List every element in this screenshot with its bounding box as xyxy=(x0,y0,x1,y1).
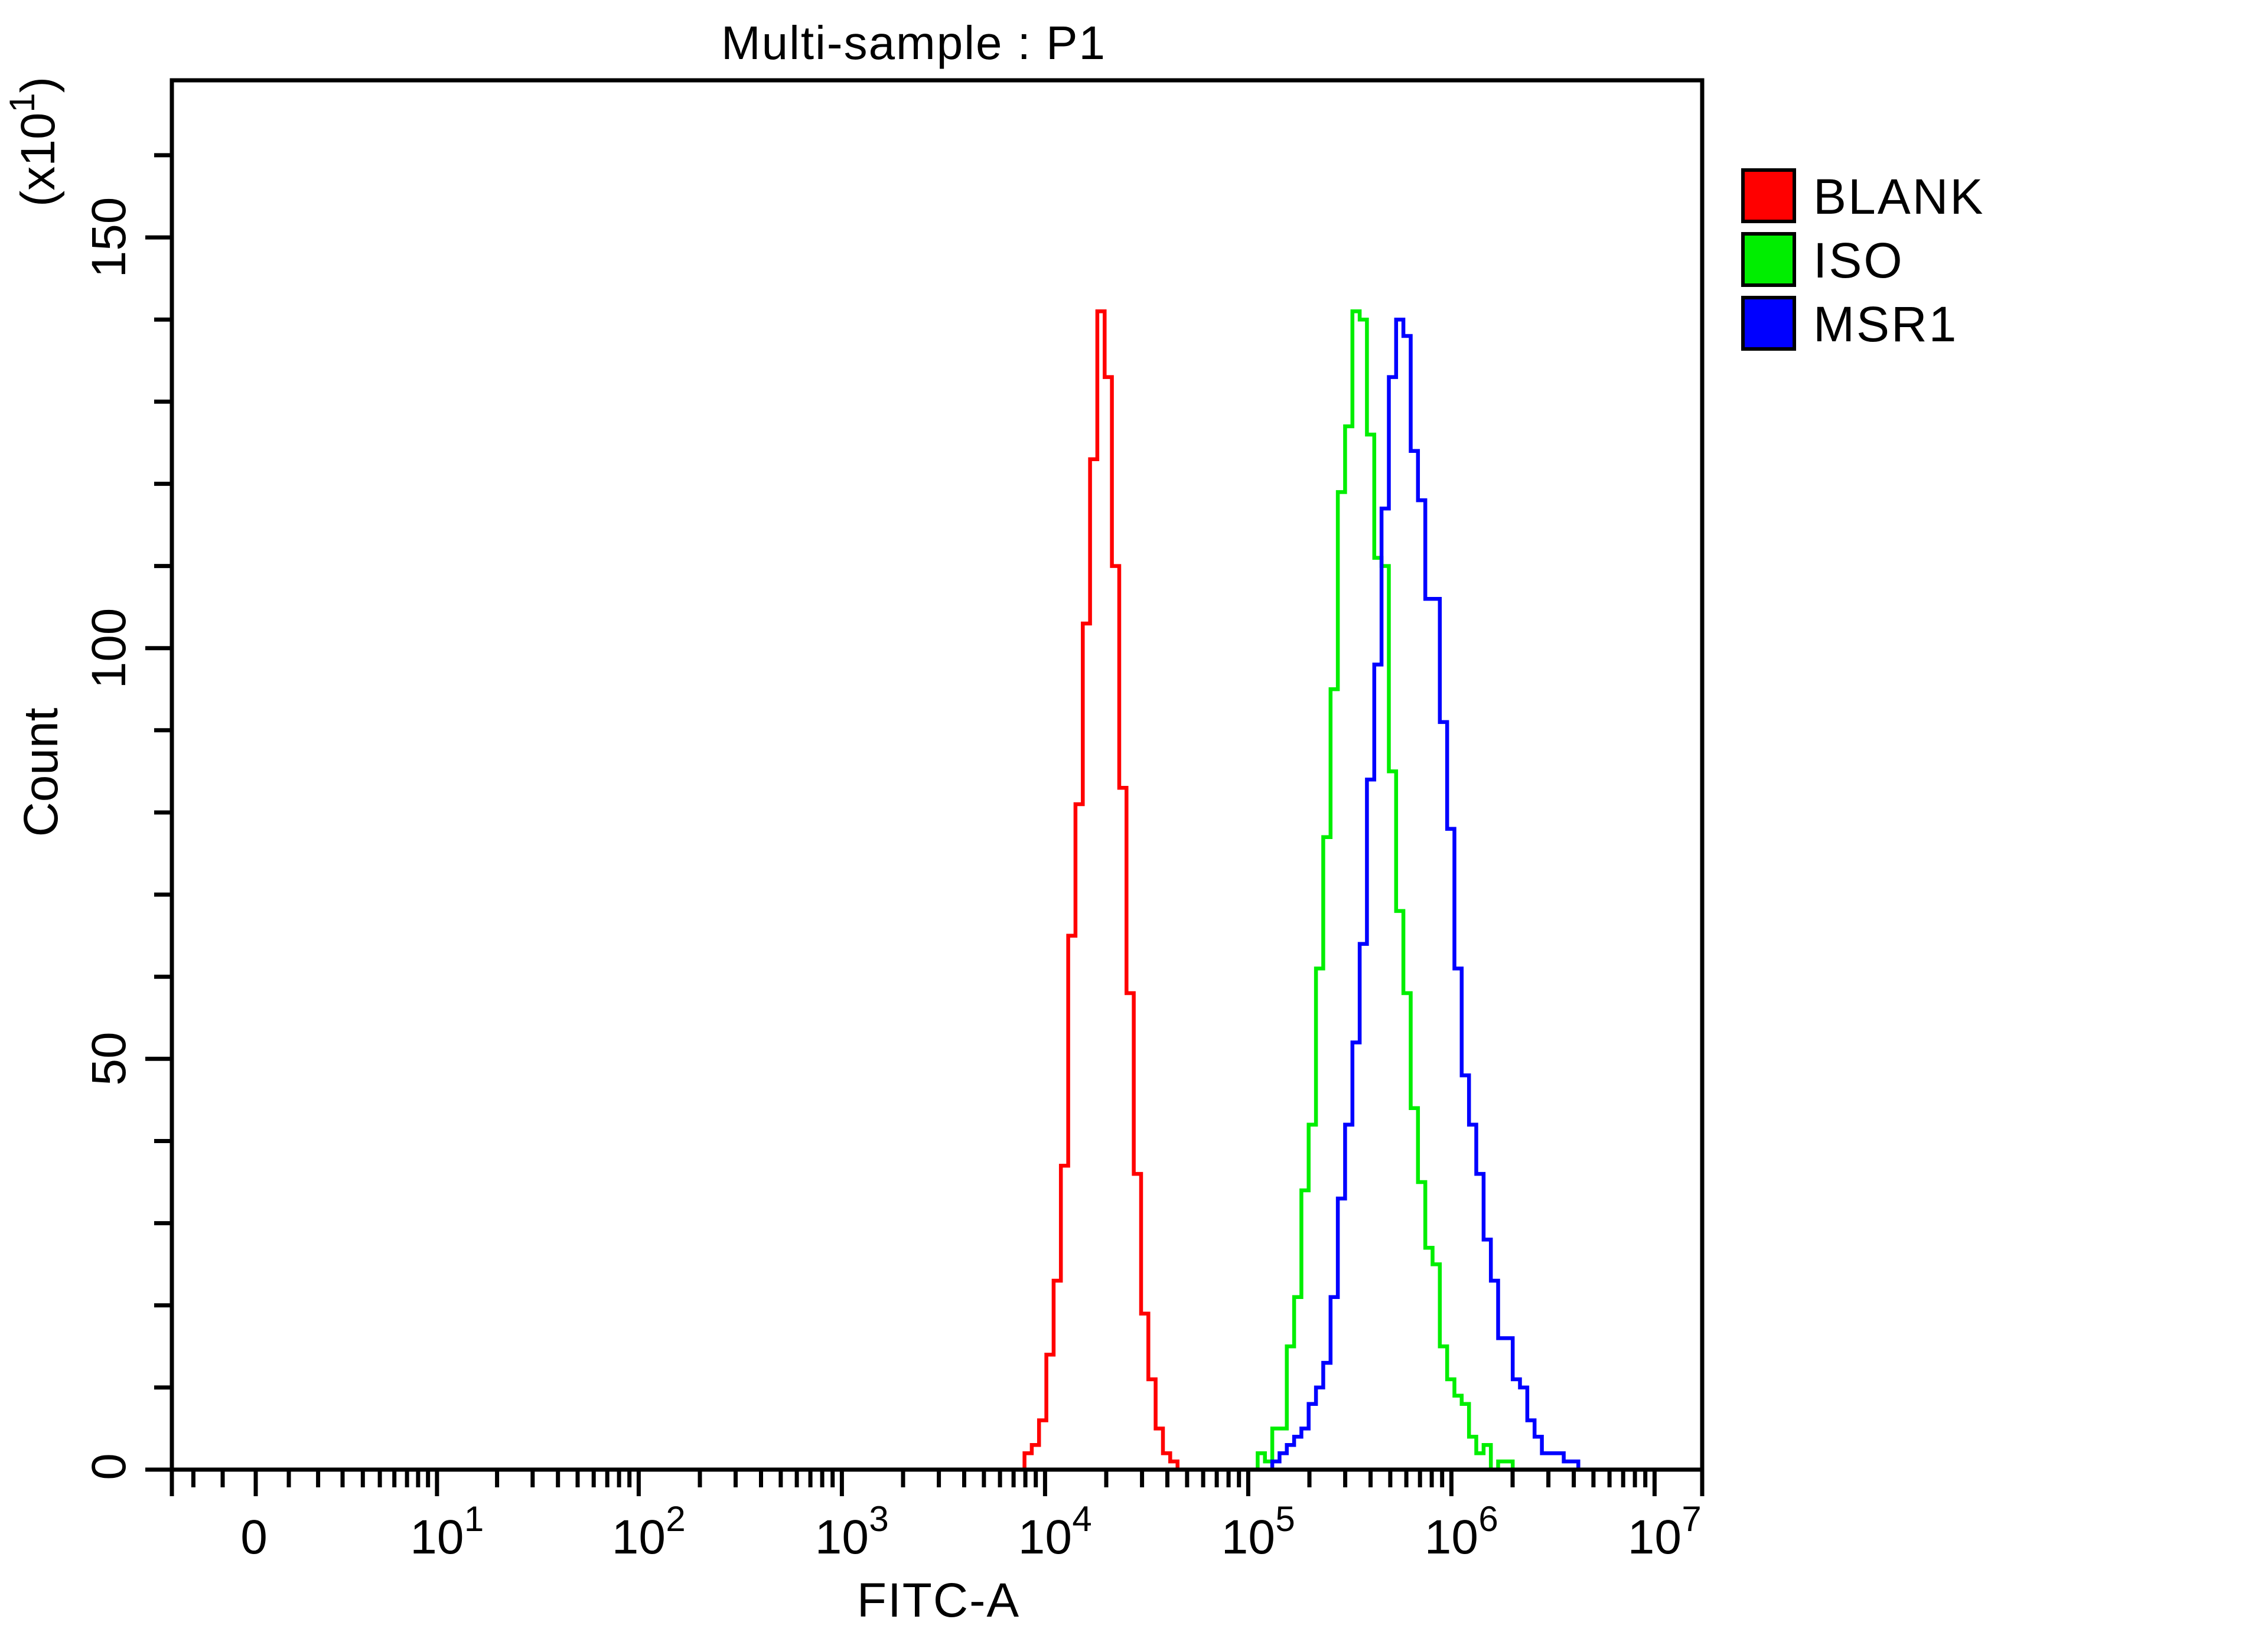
svg-text:1: 1 xyxy=(464,1499,484,1539)
svg-text:MSR1: MSR1 xyxy=(1813,296,1958,352)
svg-text:10: 10 xyxy=(1018,1510,1072,1564)
svg-text:0: 0 xyxy=(82,1453,136,1480)
svg-text:0: 0 xyxy=(240,1510,268,1564)
svg-text:50: 50 xyxy=(82,1032,136,1085)
svg-text:4: 4 xyxy=(1072,1499,1091,1539)
svg-text:ISO: ISO xyxy=(1813,233,1904,288)
svg-text:10: 10 xyxy=(1221,1510,1275,1564)
svg-text:10: 10 xyxy=(1628,1510,1682,1564)
svg-text:10: 10 xyxy=(612,1510,666,1564)
svg-text:2: 2 xyxy=(666,1499,685,1539)
svg-text:Multi-sample : P1: Multi-sample : P1 xyxy=(721,17,1106,69)
svg-text:Count: Count xyxy=(14,707,68,837)
svg-text:10: 10 xyxy=(1425,1510,1478,1564)
svg-text:3: 3 xyxy=(869,1499,888,1539)
svg-text:150: 150 xyxy=(82,197,136,278)
svg-text:10: 10 xyxy=(410,1510,464,1564)
svg-text:BLANK: BLANK xyxy=(1813,169,1984,224)
svg-text:7: 7 xyxy=(1682,1499,1701,1539)
svg-text:10: 10 xyxy=(815,1510,869,1564)
svg-text:FITC-A: FITC-A xyxy=(857,1574,1020,1627)
svg-text:5: 5 xyxy=(1275,1499,1295,1539)
svg-text:6: 6 xyxy=(1478,1499,1498,1539)
svg-text:100: 100 xyxy=(82,608,136,689)
